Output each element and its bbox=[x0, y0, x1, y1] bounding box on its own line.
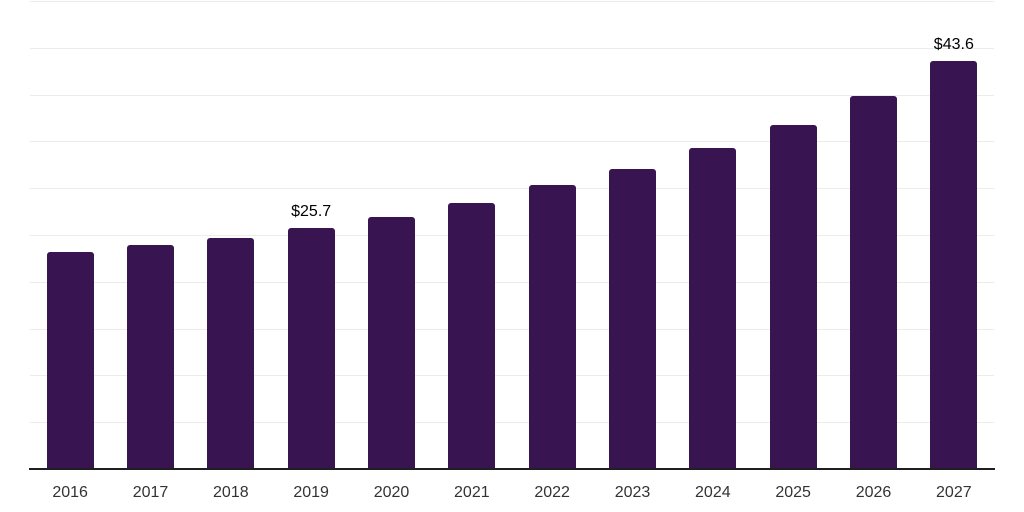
bar-2027[interactable] bbox=[930, 60, 978, 469]
bar-2025[interactable] bbox=[769, 124, 817, 469]
bar-2018[interactable] bbox=[207, 237, 255, 469]
gridline-y5 bbox=[30, 422, 994, 423]
bar-2017[interactable] bbox=[127, 245, 174, 469]
bar-2026[interactable] bbox=[850, 95, 897, 469]
gridline-y40 bbox=[30, 95, 994, 96]
gridline-y10 bbox=[30, 375, 994, 376]
gridline-y20 bbox=[30, 282, 994, 283]
bar-2023[interactable] bbox=[609, 168, 656, 469]
x-tick-label-2018: 2018 bbox=[213, 484, 249, 501]
bar-2020[interactable] bbox=[368, 217, 415, 469]
bar-2022[interactable] bbox=[528, 185, 576, 469]
gridline-y45 bbox=[30, 48, 994, 49]
x-tick-label-2025: 2025 bbox=[775, 484, 811, 501]
x-tick-label-2024: 2024 bbox=[695, 484, 731, 501]
bar-2021[interactable] bbox=[448, 203, 496, 469]
bar-2016[interactable] bbox=[46, 251, 94, 469]
gridline-y15 bbox=[30, 329, 994, 330]
x-tick-label-2021: 2021 bbox=[454, 484, 490, 501]
bar-2019[interactable] bbox=[287, 228, 335, 469]
bar-2024[interactable] bbox=[689, 147, 737, 469]
x-tick-label-2023: 2023 bbox=[614, 484, 651, 501]
gridline-y35 bbox=[30, 141, 994, 142]
value-label-2019: $25.7 bbox=[291, 203, 332, 221]
value-label-2027: $43.6 bbox=[933, 35, 974, 53]
x-tick-label-2022: 2022 bbox=[534, 484, 570, 501]
x-tick-label-2027: 2027 bbox=[936, 484, 972, 501]
x-tick-label-2016: 2016 bbox=[52, 484, 88, 501]
x-axis-line bbox=[29, 468, 995, 470]
x-tick-label-2020: 2020 bbox=[373, 484, 410, 501]
x-tick-label-2026: 2026 bbox=[855, 484, 892, 501]
gridline-y50 bbox=[30, 1, 994, 2]
gridline-y30 bbox=[30, 188, 994, 189]
x-tick-label-2019: 2019 bbox=[293, 484, 329, 501]
x-tick-label-2017: 2017 bbox=[132, 484, 169, 501]
gridline-y25 bbox=[30, 235, 994, 236]
